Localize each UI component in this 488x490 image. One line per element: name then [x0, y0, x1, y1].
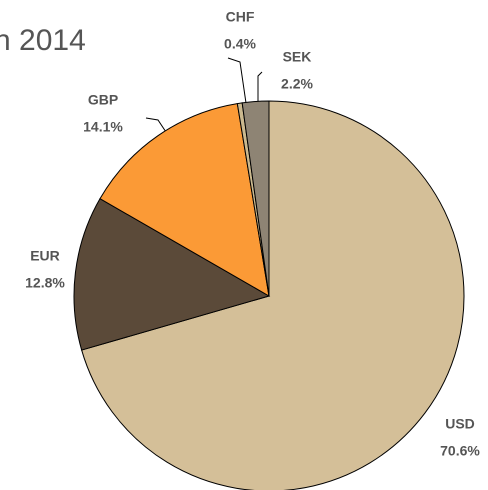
- pie-slice: [81, 100, 465, 490]
- leader-lines: [145, 57, 263, 133]
- slice-value: 2.2%: [281, 76, 313, 92]
- pie-slice: [241, 100, 270, 297]
- slice-name: USD: [445, 416, 475, 432]
- leader-line: [145, 117, 167, 133]
- slice-name: EUR: [30, 248, 60, 264]
- pie-slice: [73, 197, 271, 351]
- slice-value: 12.8%: [25, 275, 65, 291]
- chart-title: n 2014: [0, 24, 86, 57]
- slice-name: GBP: [88, 92, 118, 108]
- pie-slice: [99, 103, 270, 297]
- slice-name: CHF: [226, 9, 255, 25]
- leader-line: [257, 71, 263, 103]
- slice-value: 70.6%: [440, 443, 480, 459]
- slice-value: 0.4%: [224, 36, 256, 52]
- leader-line: [227, 57, 247, 104]
- slice-name: SEK: [283, 49, 312, 65]
- slice-value: 14.1%: [83, 119, 123, 135]
